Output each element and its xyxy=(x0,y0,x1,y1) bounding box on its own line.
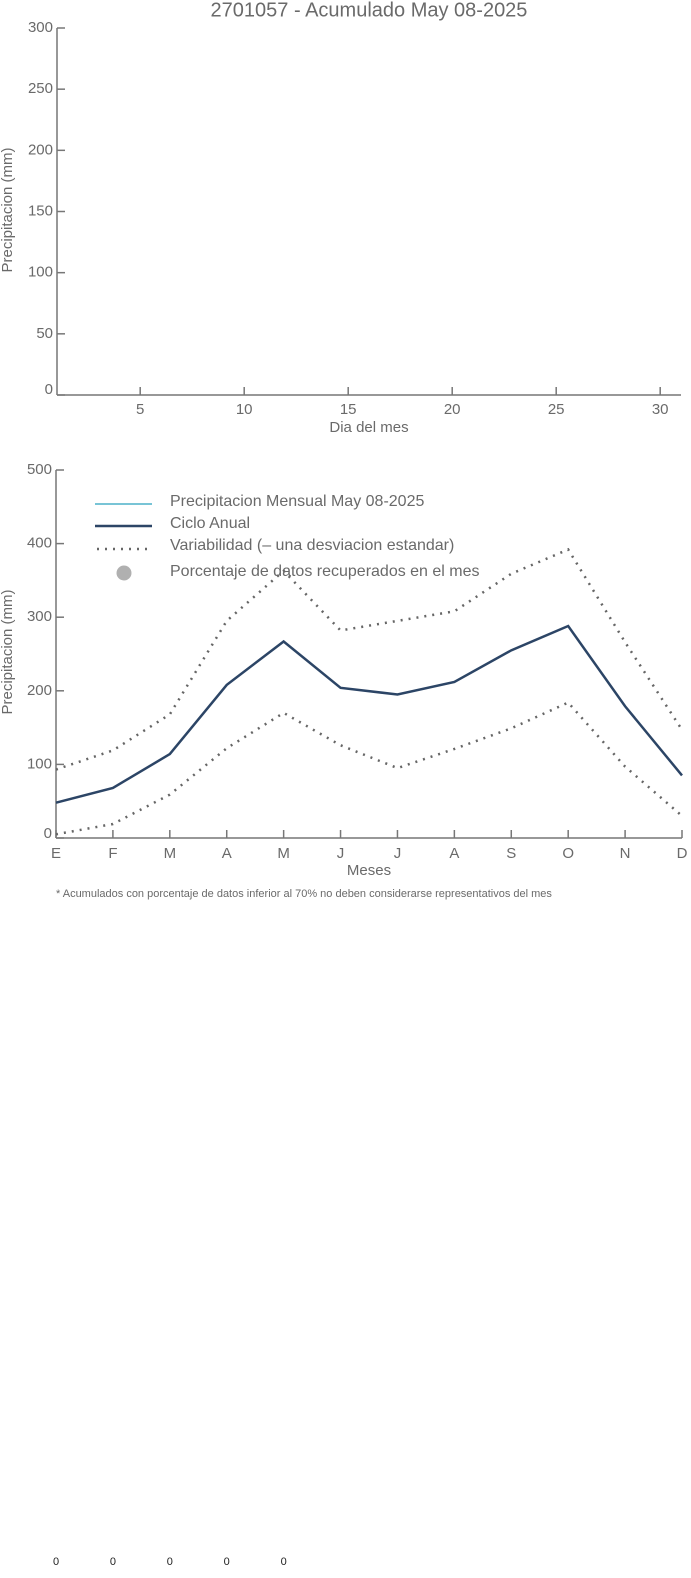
x-tick-label: D xyxy=(677,845,688,862)
y-tick-label: 500 xyxy=(27,461,52,478)
legend-label: Porcentaje de datos recuperados en el me… xyxy=(170,563,480,580)
x-tick-label: 25 xyxy=(548,401,565,418)
x-tick-label: E xyxy=(51,845,61,862)
y-tick-label: 400 xyxy=(27,535,52,552)
y-tick-label: 0 xyxy=(45,381,53,398)
y-tick-label: 100 xyxy=(27,755,52,772)
x-tick-label: N xyxy=(620,845,631,862)
footnote: * Acumulados con porcentaje de datos inf… xyxy=(56,888,552,900)
x-tick-label: 30 xyxy=(652,401,669,418)
x-tick-label: 15 xyxy=(340,401,357,418)
x-tick-label: M xyxy=(277,845,290,862)
percent-label: 0 xyxy=(53,1556,59,1568)
x-tick-label: 20 xyxy=(444,401,461,418)
x-tick-label: A xyxy=(449,845,459,862)
percent-label: 0 xyxy=(281,1556,287,1568)
line xyxy=(55,701,683,836)
x-tick-label: F xyxy=(108,845,117,862)
y-tick-label: 200 xyxy=(28,141,53,158)
legend-label: Ciclo Anual xyxy=(170,515,250,532)
x-tick-label: 10 xyxy=(236,401,253,418)
y-tick-label: 250 xyxy=(28,80,53,97)
y-tick-label: 200 xyxy=(27,682,52,699)
x-tick-label: S xyxy=(506,845,516,862)
y-tick-label: 0 xyxy=(44,825,52,842)
line xyxy=(55,624,683,804)
percent-label: 0 xyxy=(167,1556,173,1568)
legend-label: Precipitacion Mensual May 08-2025 xyxy=(170,493,424,510)
x-tick-label: M xyxy=(164,845,177,862)
percent-label: 0 xyxy=(110,1556,116,1568)
y-tick-label: 300 xyxy=(28,19,53,36)
x-axis-label: Meses xyxy=(347,862,391,879)
y-tick-label: 300 xyxy=(27,608,52,625)
legend-label: Variabilidad (– una desviacion estandar) xyxy=(170,537,454,554)
line xyxy=(55,547,684,771)
y-tick-label: 150 xyxy=(28,202,53,219)
y-tick-label: 50 xyxy=(36,325,53,342)
y-tick-label: 100 xyxy=(28,264,53,281)
x-tick-label: A xyxy=(222,845,232,862)
percent-label: 0 xyxy=(224,1556,230,1568)
x-tick-label: J xyxy=(394,845,402,862)
y-axis-label: Precipitacion (mm) xyxy=(0,589,16,714)
x-tick-label: O xyxy=(562,845,574,862)
x-axis-label: Dia del mes xyxy=(329,419,408,436)
x-tick-label: J xyxy=(337,845,345,862)
x-tick-label: 5 xyxy=(136,401,144,418)
legend-swatch xyxy=(116,565,132,581)
y-axis-label: Precipitacion (mm) xyxy=(0,147,16,272)
chart-title: 2701057 - Acumulado May 08-2025 xyxy=(211,0,528,21)
